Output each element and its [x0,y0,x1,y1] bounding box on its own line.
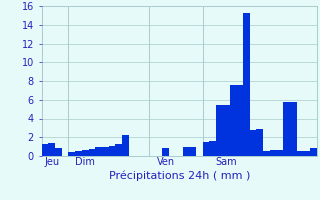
Bar [297,151,303,156]
Bar [290,102,297,156]
Bar [89,149,95,156]
Bar [250,130,256,156]
Bar [68,152,75,156]
Bar [42,144,48,156]
Bar [270,150,276,156]
Bar [55,148,62,156]
Bar [229,85,236,156]
X-axis label: Précipitations 24h ( mm ): Précipitations 24h ( mm ) [108,170,250,181]
Bar [236,85,243,156]
Bar [75,151,82,156]
Bar [95,147,102,156]
Bar [243,13,250,156]
Bar [310,148,317,156]
Bar [102,147,109,156]
Bar [122,135,129,156]
Bar [283,102,290,156]
Bar [256,129,263,156]
Bar [303,151,310,156]
Bar [116,144,122,156]
Bar [48,143,55,156]
Bar [276,150,283,156]
Bar [263,151,270,156]
Bar [163,148,169,156]
Bar [182,147,189,156]
Bar [109,146,116,156]
Bar [203,142,209,156]
Bar [209,141,216,156]
Bar [223,105,229,156]
Bar [216,105,223,156]
Bar [82,150,89,156]
Bar [189,147,196,156]
